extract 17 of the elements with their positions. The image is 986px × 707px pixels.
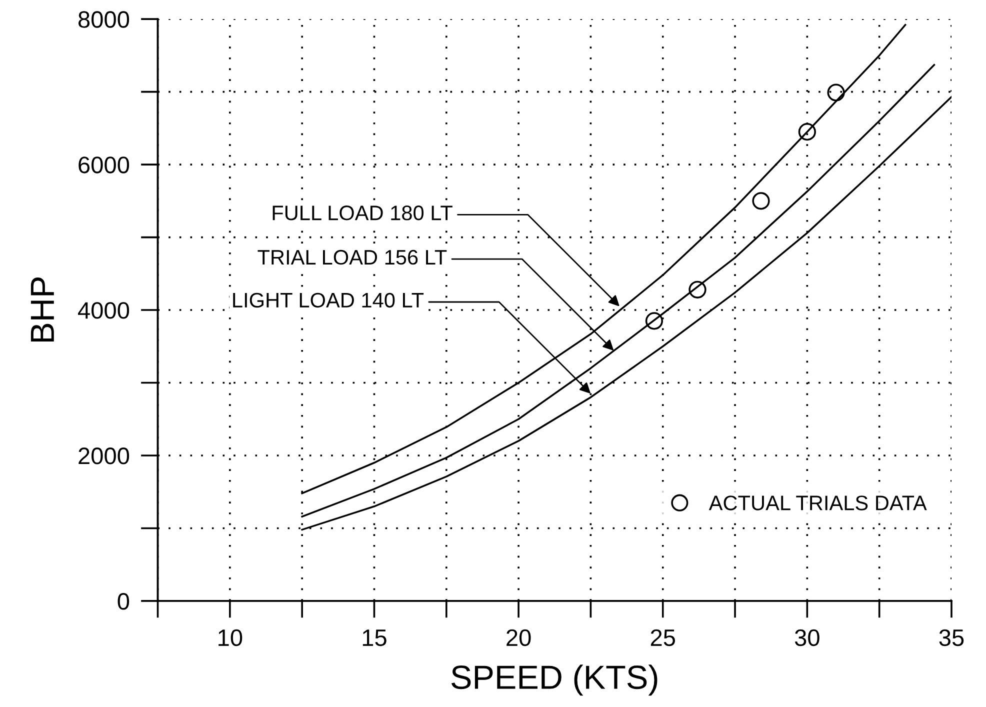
x-tick-label: 25	[650, 629, 676, 646]
y-tick-label: 8000	[78, 11, 130, 28]
annotation: LIGHT LOAD 140 LT	[233, 292, 424, 308]
y-tick-label: 4000	[78, 302, 130, 319]
x-tick-label: 20	[506, 629, 531, 646]
x-axis-title: SPEED (KTS)	[451, 664, 658, 696]
annotation: FULL LOAD 180 LT	[272, 206, 452, 220]
x-tick-label: 15	[362, 630, 386, 646]
legend-label: ACTUAL TRIALS DATA	[708, 496, 927, 510]
x-tick-label: 35	[939, 629, 964, 646]
y-axis-title: BHP	[30, 278, 54, 342]
x-tick-label: 10	[218, 629, 242, 646]
y-tick-label: 6000	[78, 156, 130, 174]
x-tick-label: 30	[794, 629, 820, 646]
y-tick-label: 0	[118, 593, 130, 610]
y-tick-label: 2000	[78, 448, 130, 464]
annotation: TRIAL LOAD 156 LT	[258, 250, 447, 265]
